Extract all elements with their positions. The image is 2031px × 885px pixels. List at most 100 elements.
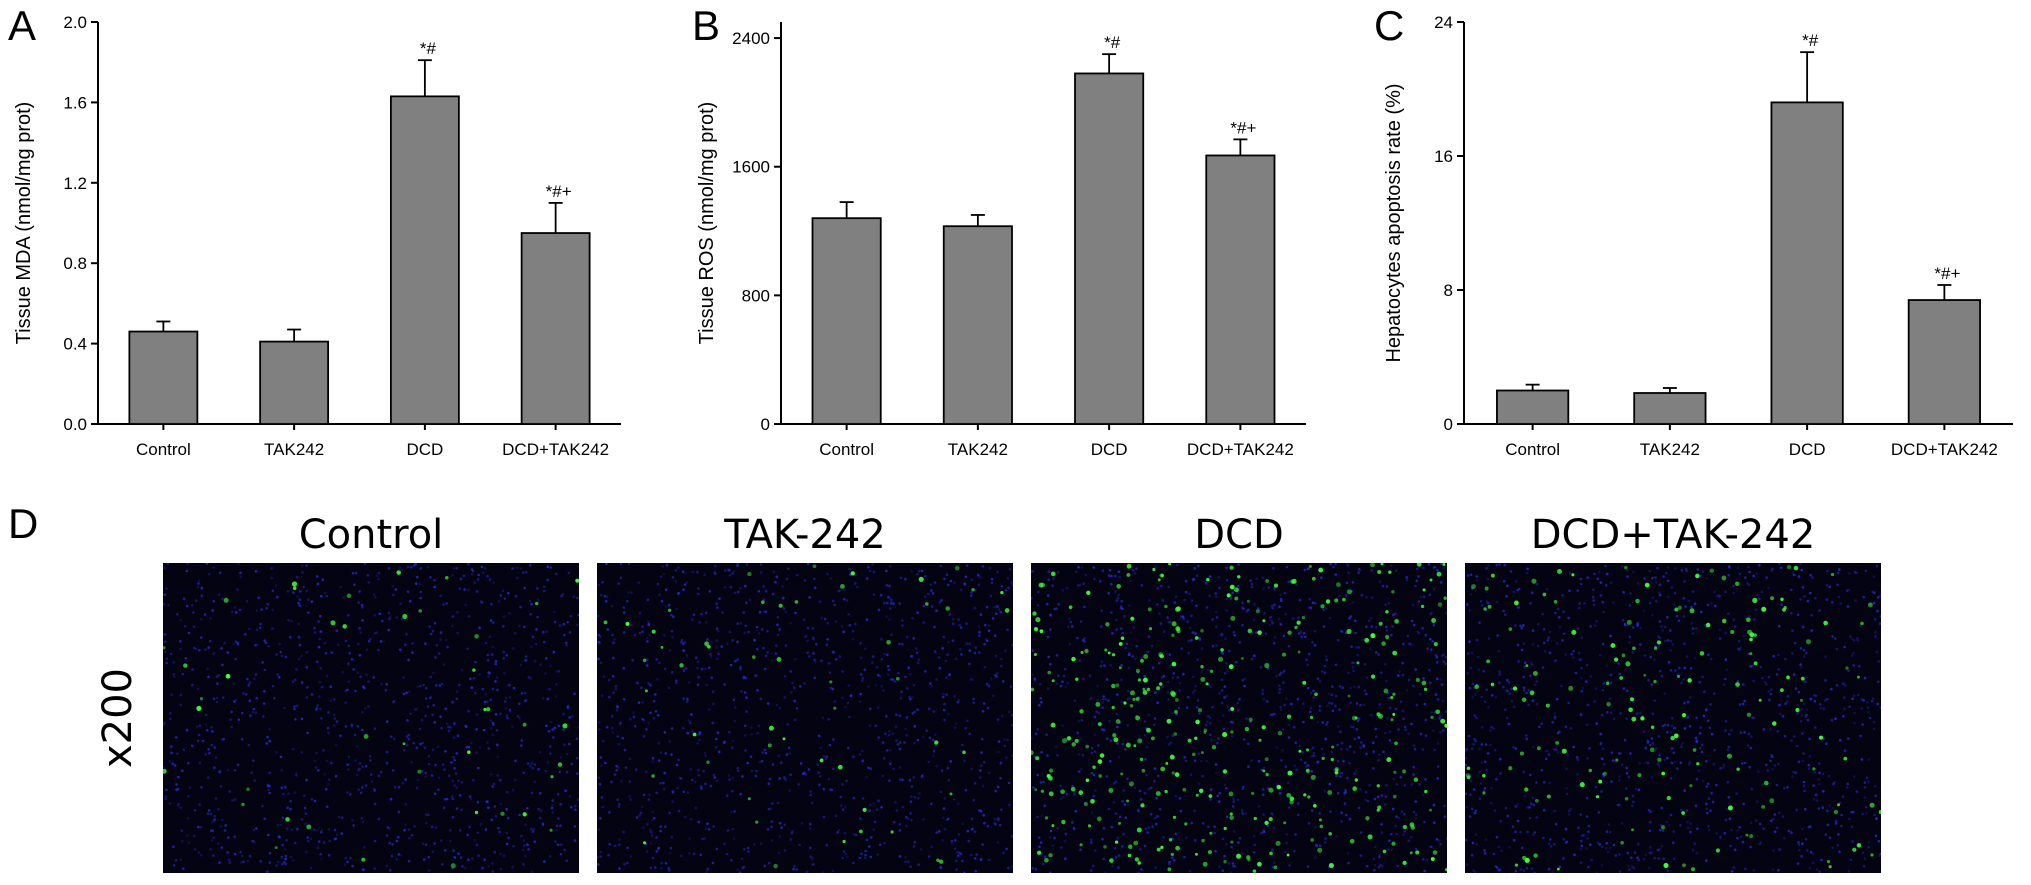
nucleus [415, 746, 419, 750]
nucleus [361, 728, 364, 732]
nucleus [674, 568, 678, 572]
nucleus [211, 820, 215, 824]
nucleus [1666, 615, 1669, 619]
nucleus [1232, 800, 1236, 803]
apoptotic-cell [1033, 626, 1039, 632]
nucleus [253, 677, 256, 680]
nucleus [1505, 689, 1509, 692]
nucleus [335, 833, 339, 837]
nucleus [614, 684, 618, 688]
nucleus [655, 658, 658, 661]
nucleus [1361, 638, 1365, 642]
nucleus [641, 625, 644, 629]
nucleus [182, 867, 185, 870]
nucleus [1846, 605, 1850, 608]
nucleus [1397, 816, 1401, 819]
nucleus [251, 711, 255, 714]
nucleus [928, 736, 932, 739]
nucleus [191, 668, 194, 671]
nucleus [315, 575, 319, 578]
nucleus [905, 716, 909, 719]
apoptotic-cell [1039, 629, 1044, 634]
nucleus [239, 850, 242, 854]
nucleus [418, 727, 422, 731]
nucleus [1218, 865, 1221, 868]
nucleus [1694, 804, 1698, 807]
apoptotic-cell [859, 829, 863, 834]
nucleus [551, 811, 555, 814]
nucleus [1120, 599, 1123, 603]
nucleus [622, 830, 625, 834]
nucleus [1732, 618, 1736, 621]
nucleus [970, 817, 974, 820]
nucleus [1587, 824, 1591, 828]
nucleus [1210, 737, 1213, 741]
nucleus [696, 683, 700, 687]
nucleus [817, 783, 821, 787]
nucleus [1659, 828, 1662, 832]
nucleus [1430, 648, 1433, 651]
apoptotic-cell [1409, 822, 1415, 828]
nucleus [806, 563, 810, 566]
nucleus [359, 631, 362, 634]
nucleus [181, 839, 184, 843]
nucleus [1688, 725, 1692, 728]
nucleus [1549, 844, 1553, 848]
nucleus [841, 856, 844, 860]
nucleus [1599, 594, 1603, 597]
nucleus [1700, 743, 1704, 747]
nucleus [1662, 857, 1665, 861]
apoptotic-cell [1164, 789, 1168, 794]
nucleus [1275, 746, 1279, 749]
nucleus [1319, 844, 1322, 847]
nucleus [1147, 635, 1151, 638]
nucleus [1312, 754, 1316, 757]
nucleus [212, 836, 215, 840]
nucleus [546, 578, 549, 582]
apoptotic-cell [1222, 769, 1228, 774]
nucleus [1242, 607, 1245, 610]
nucleus [1466, 574, 1470, 577]
nucleus [1207, 668, 1210, 672]
nucleus [1011, 643, 1013, 647]
nucleus [346, 763, 349, 766]
nucleus [373, 839, 377, 843]
apoptotic-cell [1336, 582, 1341, 588]
nucleus [1574, 671, 1578, 675]
nucleus [760, 628, 764, 631]
nucleus [293, 791, 297, 794]
nucleus [970, 767, 973, 771]
nucleus [1381, 584, 1385, 588]
nucleus [1052, 577, 1055, 580]
nucleus [1775, 826, 1779, 830]
nucleus [318, 637, 321, 641]
nucleus [427, 855, 431, 859]
nucleus [1104, 697, 1107, 701]
apoptotic-cell [1192, 752, 1196, 757]
nucleus [844, 705, 847, 709]
nucleus [917, 863, 921, 866]
nucleus [1844, 684, 1847, 687]
nucleus [1348, 817, 1352, 821]
apoptotic-cell [1443, 596, 1447, 600]
nucleus [475, 728, 478, 731]
nucleus [887, 729, 891, 733]
nucleus [172, 673, 175, 676]
nucleus [690, 730, 694, 733]
nucleus [668, 811, 671, 815]
nucleus [1801, 759, 1805, 763]
nucleus [266, 602, 270, 606]
nucleus [1566, 754, 1570, 757]
nucleus [1642, 730, 1646, 733]
nucleus [652, 716, 656, 720]
nucleus [1860, 758, 1864, 761]
nucleus [1217, 800, 1221, 803]
apoptotic-cell [1264, 820, 1269, 826]
nucleus [1612, 717, 1616, 721]
nucleus [1061, 795, 1065, 799]
nucleus [1474, 809, 1478, 813]
nucleus [456, 734, 460, 737]
nucleus [1497, 650, 1501, 653]
nucleus [186, 563, 189, 566]
nucleus [412, 564, 416, 567]
